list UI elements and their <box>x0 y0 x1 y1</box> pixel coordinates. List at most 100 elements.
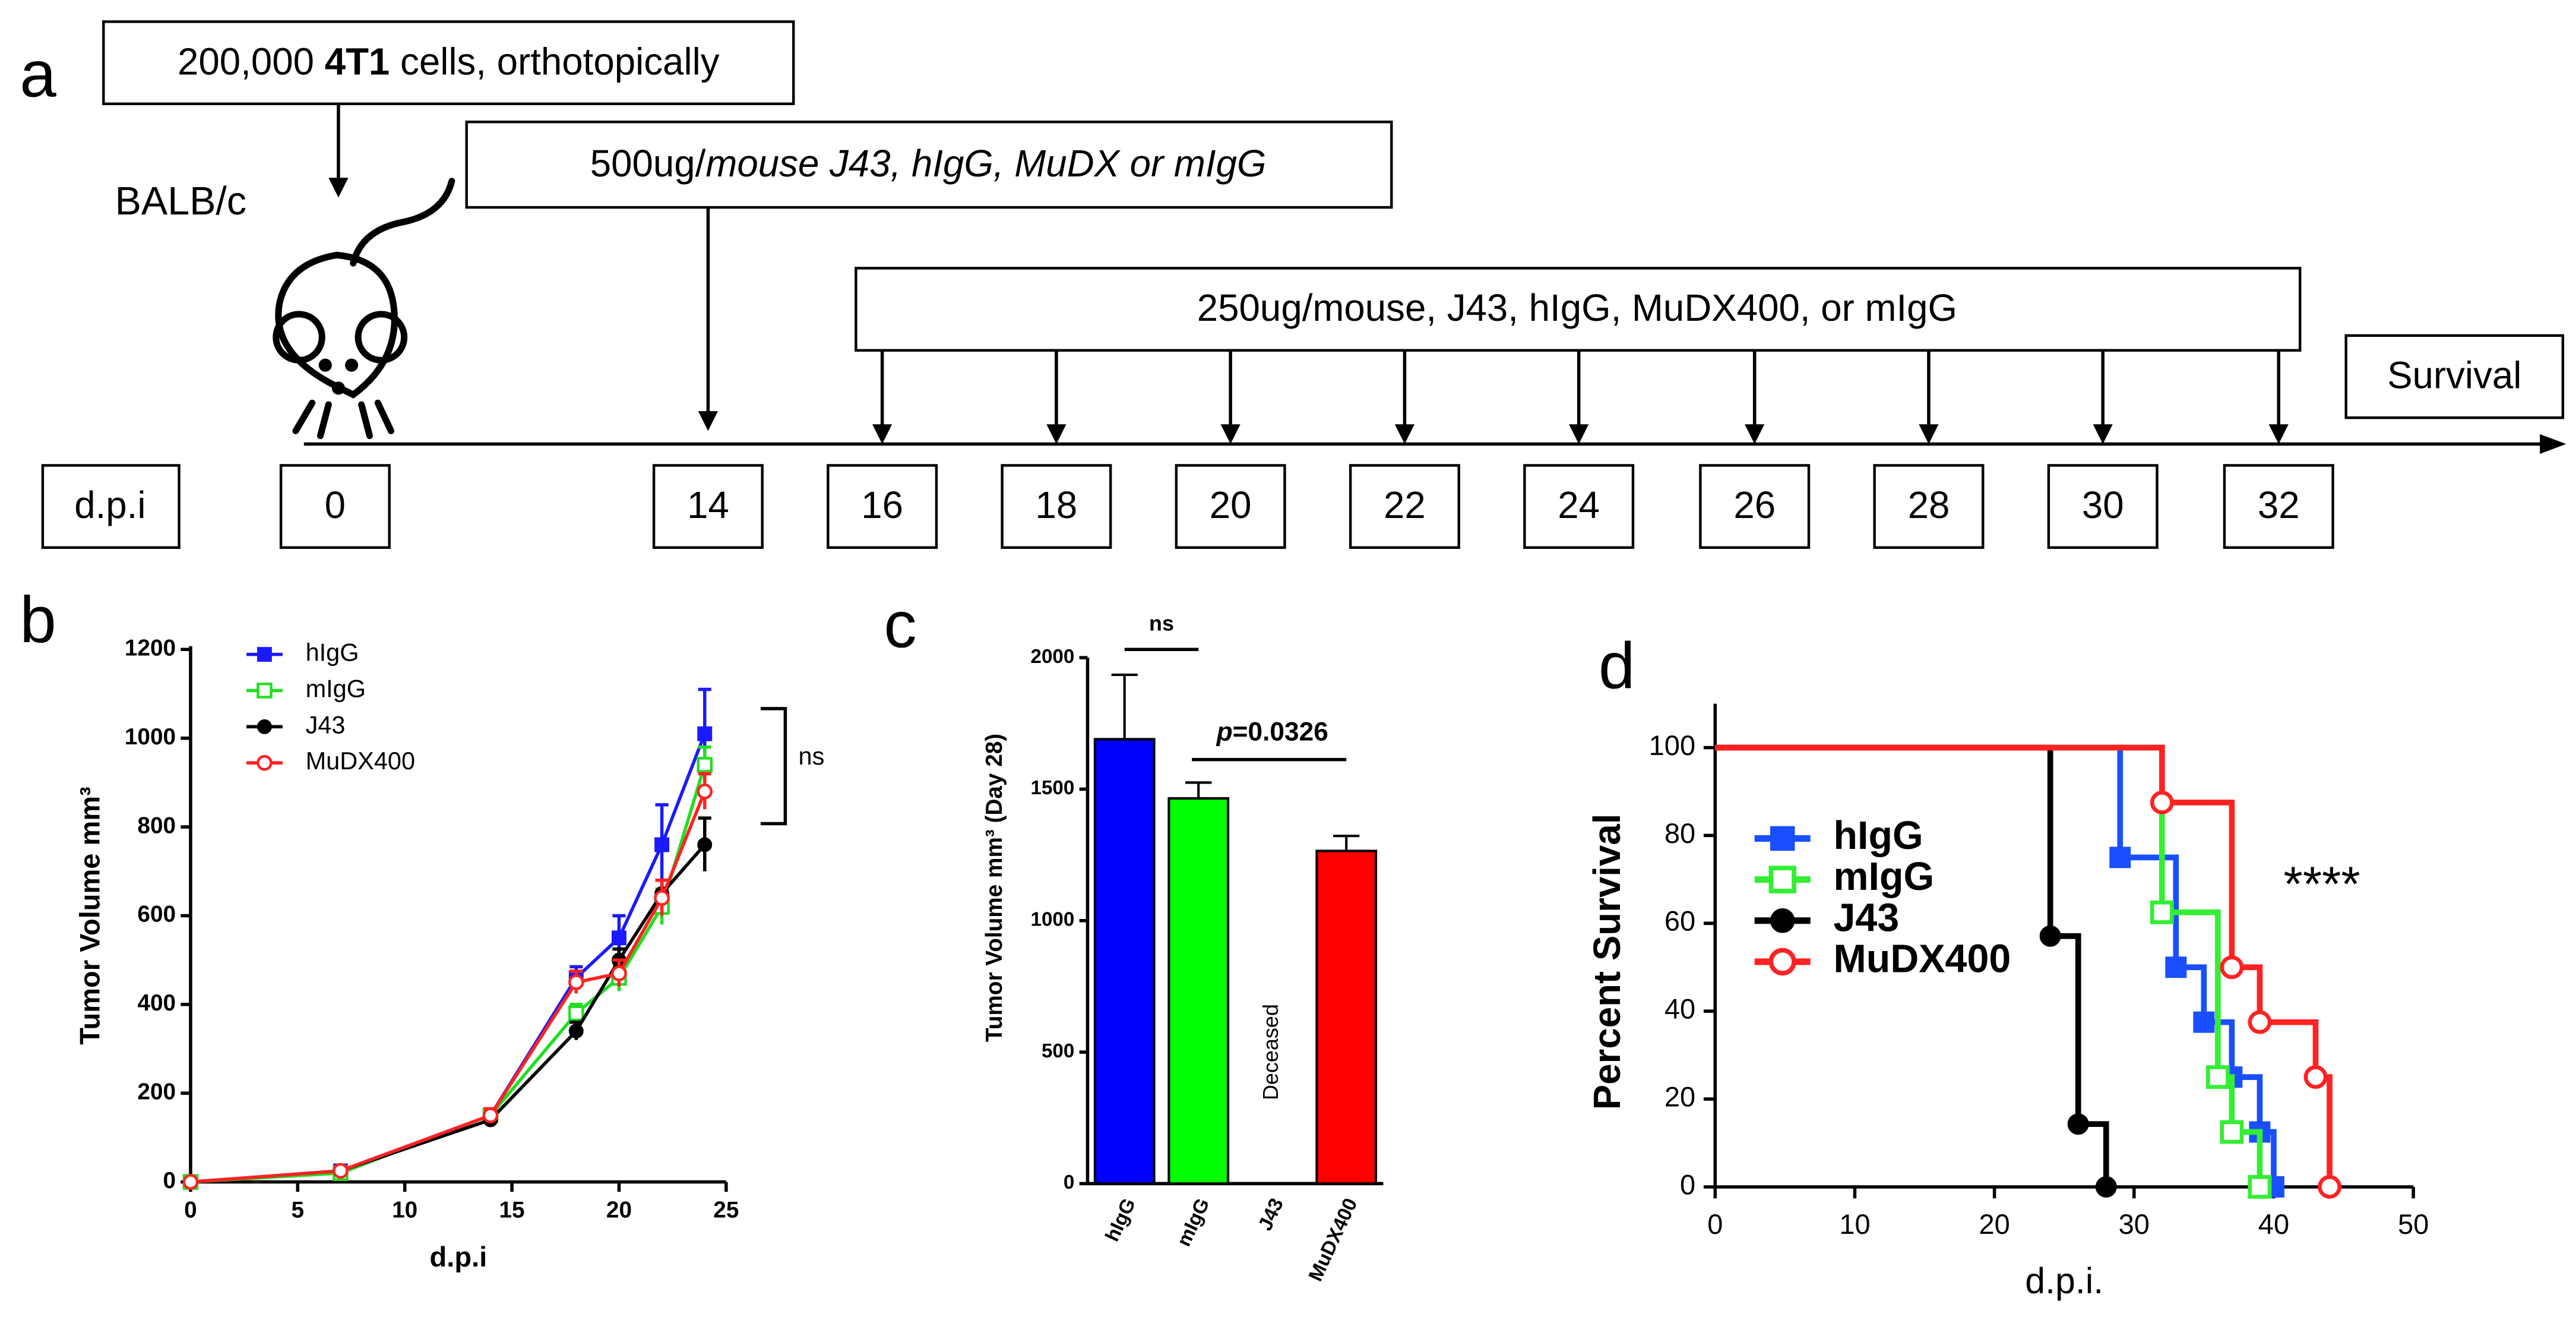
later-doses-label: 250ug/mouse, J43, hIgG, MuDX400, or mIgG <box>1197 287 1957 329</box>
day-box <box>1873 464 1985 549</box>
marker <box>2067 1113 2089 1135</box>
bar <box>1167 797 1230 1185</box>
cells-label-part: cells, orthotopically <box>390 40 719 83</box>
day-label: 16 <box>861 484 903 526</box>
x-tick-label: 5 <box>292 1198 305 1223</box>
y-tick-label: 100 <box>1649 729 1695 761</box>
legend-label: MuDX400 <box>306 747 415 775</box>
x-tick-label: hIgG <box>1102 1195 1140 1245</box>
y-axis-label: Tumor Volume mm³ (Day 28) <box>982 734 1007 1042</box>
arrowhead <box>1745 424 1765 444</box>
arrowhead <box>328 178 349 198</box>
marker <box>2303 1065 2328 1089</box>
marker <box>697 726 713 741</box>
marker <box>697 837 713 852</box>
day-box <box>1349 464 1460 549</box>
first-dose-part: mouse J43, hIgG, MuDX or mIgG <box>705 143 1266 185</box>
x-tick-label: MuDX400 <box>1305 1195 1362 1285</box>
day-label: 20 <box>1210 484 1252 526</box>
x-tick-label: 30 <box>2119 1208 2150 1240</box>
day-label: 28 <box>1908 484 1950 526</box>
y-tick-label: 600 <box>137 902 176 927</box>
day-label: 14 <box>687 484 729 526</box>
marker <box>2205 1065 2230 1089</box>
y-tick-label: 80 <box>1664 817 1695 849</box>
y-tick-label: 800 <box>137 813 176 838</box>
y-tick-label: 400 <box>137 990 176 1016</box>
arrowhead <box>1046 424 1067 444</box>
arrowhead <box>2093 424 2113 444</box>
marker <box>1770 908 1795 933</box>
day-box <box>1175 464 1286 549</box>
marker <box>2039 925 2061 947</box>
first-dose-label: 500ug/mouse J43, hIgG, MuDX or mIgG <box>590 143 1267 185</box>
x-axis-label: d.p.i. <box>2025 1261 2103 1301</box>
marker <box>2165 956 2187 978</box>
day-label: 0 <box>325 484 346 526</box>
panel-label: a <box>20 38 56 111</box>
marker <box>568 1005 584 1022</box>
marker <box>182 1174 199 1190</box>
marker <box>257 647 272 662</box>
marker <box>611 965 627 981</box>
arrowhead <box>1220 424 1240 444</box>
legend-label: mIgG <box>1834 855 1935 899</box>
day-label: 24 <box>1558 484 1600 526</box>
marker <box>2248 1010 2272 1034</box>
marker <box>1770 826 1795 851</box>
missing-label: Deceased <box>1258 1004 1283 1100</box>
x-tick-label: 0 <box>1707 1208 1723 1240</box>
annotation-part: p <box>1216 717 1233 746</box>
x-tick-label: 25 <box>713 1198 739 1223</box>
x-tick-label: 10 <box>1839 1208 1870 1240</box>
legend-label: J43 <box>306 710 346 738</box>
day-box <box>279 464 391 549</box>
y-tick-label: 60 <box>1664 905 1695 937</box>
marker <box>654 837 670 852</box>
marker <box>697 757 713 773</box>
panel-label: b <box>20 583 56 656</box>
day-box <box>652 464 764 549</box>
x-tick-label: 40 <box>2258 1208 2289 1240</box>
strain-label: BALB/c <box>115 179 246 223</box>
day-label: 18 <box>1036 484 1078 526</box>
day-box <box>827 464 938 549</box>
day-box <box>1523 464 1635 549</box>
legend-label: J43 <box>1834 896 1900 940</box>
marker <box>568 974 584 990</box>
day-label: 32 <box>2258 484 2300 526</box>
text-box <box>102 20 795 105</box>
day-label: 30 <box>2082 484 2124 526</box>
day-box <box>1001 464 1112 549</box>
cells-label: 200,000 4T1 cells, orthotopically <box>178 40 720 83</box>
marker <box>482 1107 499 1123</box>
day-box <box>2047 464 2159 549</box>
y-tick-label: 500 <box>1042 1040 1074 1062</box>
x-axis-label: d.p.i <box>430 1241 488 1272</box>
legend-label: hIgG <box>1834 814 1923 858</box>
marker <box>2220 1120 2244 1144</box>
first-dose-part: 500ug/ <box>590 143 706 185</box>
y-tick-label: 0 <box>1064 1171 1074 1193</box>
mouse-eyes <box>318 358 359 395</box>
marker <box>654 890 670 906</box>
bar <box>1093 738 1156 1185</box>
series-line <box>190 791 707 1184</box>
marker <box>568 1024 584 1039</box>
marker <box>2095 1176 2117 1198</box>
text-box <box>855 267 2302 352</box>
x-tick-label: 15 <box>499 1198 525 1223</box>
y-axis-label: Percent Survival <box>1586 814 1628 1110</box>
annotation: **** <box>2284 856 2360 911</box>
legend-label: mIgG <box>306 674 366 702</box>
legend-label: hIgG <box>306 639 359 667</box>
y-tick-label: 200 <box>137 1079 176 1104</box>
panel-label: c <box>884 588 916 661</box>
x-tick-label: mIgG <box>1173 1195 1214 1250</box>
day-label: 22 <box>1384 484 1426 526</box>
y-tick-label: 1200 <box>125 636 176 661</box>
day-box <box>2223 464 2334 549</box>
marker <box>697 784 713 800</box>
arrowhead <box>1394 424 1415 444</box>
